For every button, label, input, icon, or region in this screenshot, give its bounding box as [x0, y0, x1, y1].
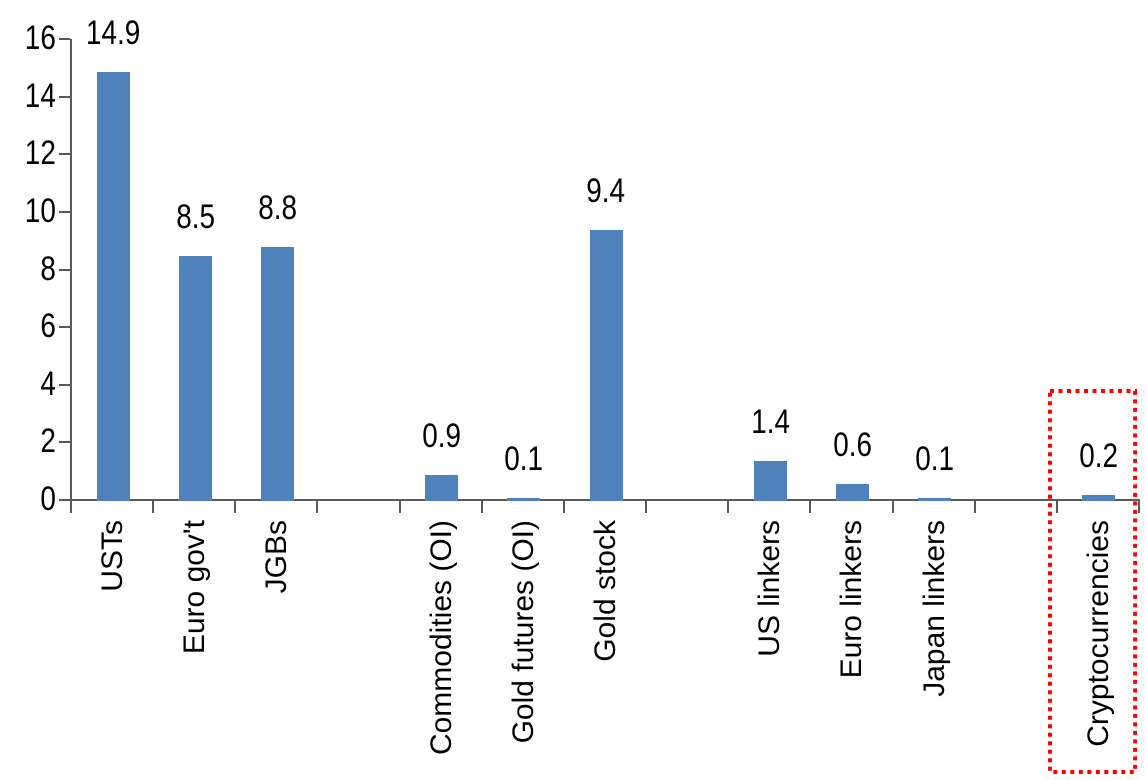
- bar-euro-gov-t: [178, 256, 212, 501]
- y-tick-text: 10: [24, 191, 56, 230]
- y-tick-label: 4: [0, 367, 56, 401]
- category-label: USTs: [96, 520, 130, 592]
- x-tick-mark: [645, 501, 648, 513]
- value-label-text: 0.1: [504, 440, 544, 479]
- x-tick-mark: [891, 501, 894, 513]
- category-label: US linkers: [753, 520, 787, 657]
- y-tick-mark: [59, 441, 70, 444]
- category-label: Commodities (OI): [424, 520, 458, 756]
- x-tick-mark: [973, 501, 976, 513]
- y-tick-label: 16: [0, 21, 56, 55]
- value-label-text: 8.5: [175, 198, 215, 237]
- y-tick-label: 8: [0, 252, 56, 286]
- x-tick-mark: [316, 501, 319, 513]
- category-label: Cryptocurrencies: [1081, 520, 1115, 747]
- x-tick-mark: [809, 501, 812, 513]
- bar-gold-futures-oi-: [507, 498, 541, 501]
- y-tick-label: 2: [0, 424, 56, 458]
- value-label-text: 0.6: [833, 425, 872, 464]
- value-label-text: 0.2: [1079, 437, 1119, 476]
- value-label: 9.4: [546, 174, 666, 208]
- value-label: 8.5: [135, 200, 255, 234]
- y-tick-text: 2: [40, 422, 56, 461]
- y-tick-mark: [59, 210, 70, 213]
- y-tick-text: 14: [24, 76, 56, 115]
- y-tick-text: 4: [40, 364, 56, 403]
- value-label: 0.9: [382, 419, 502, 453]
- y-tick-text: 0: [40, 480, 56, 518]
- bar-us-linkers: [753, 460, 787, 501]
- value-label-text: 8.8: [257, 189, 297, 228]
- category-label: Gold futures (OI): [506, 520, 540, 744]
- y-tick-mark: [59, 153, 70, 156]
- x-tick-mark: [1055, 501, 1058, 513]
- x-tick-mark: [152, 501, 155, 513]
- value-label: 8.8: [217, 191, 337, 225]
- y-tick-mark: [59, 383, 70, 386]
- y-tick-text: 6: [40, 307, 56, 346]
- category-label: Japan linkers: [917, 520, 951, 697]
- bar-usts: [96, 71, 130, 501]
- value-label-text: 0.1: [915, 440, 954, 479]
- value-label: 0.1: [464, 442, 584, 476]
- category-label: Euro linkers: [835, 520, 869, 679]
- y-tick-mark: [59, 268, 70, 271]
- bar-cryptocurrencies: [1082, 495, 1116, 501]
- bar-euro-linkers: [835, 483, 869, 501]
- value-label: 14.9: [53, 16, 173, 50]
- value-label-text: 1.4: [750, 402, 790, 441]
- bar-jgbs: [260, 247, 294, 501]
- y-tick-mark: [59, 326, 70, 329]
- y-tick-mark: [59, 38, 70, 40]
- value-label-text: 0.9: [422, 417, 462, 456]
- y-axis-line: [70, 39, 72, 513]
- category-label: Gold stock: [589, 520, 622, 662]
- value-label-text: 14.9: [85, 13, 141, 52]
- x-tick-mark: [70, 501, 72, 513]
- y-tick-mark: [59, 499, 70, 501]
- bar-commodities-oi-: [425, 475, 459, 501]
- y-tick-label: 12: [0, 136, 56, 170]
- value-label: 0.1: [875, 442, 995, 476]
- y-tick-text: 16: [24, 19, 56, 57]
- x-tick-mark: [727, 501, 730, 513]
- category-label: Euro gov't: [178, 520, 212, 655]
- value-label: 0.2: [1039, 439, 1146, 473]
- y-tick-text: 12: [24, 134, 56, 173]
- y-tick-mark: [59, 95, 70, 98]
- y-tick-label: 10: [0, 194, 56, 228]
- x-tick-mark: [1138, 501, 1140, 513]
- y-tick-label: 0: [0, 482, 56, 516]
- x-tick-mark: [398, 501, 401, 513]
- y-tick-label: 6: [0, 309, 56, 343]
- x-tick-mark: [480, 501, 483, 513]
- bar-japan-linkers: [918, 498, 952, 501]
- category-label: JGBs: [260, 520, 294, 594]
- x-tick-mark: [562, 501, 565, 513]
- bar-gold-stock: [589, 230, 623, 501]
- value-label: 1.4: [710, 405, 830, 439]
- x-tick-mark: [234, 501, 237, 513]
- y-tick-label: 14: [0, 79, 56, 113]
- value-label: 0.6: [792, 428, 912, 462]
- y-tick-text: 8: [40, 249, 56, 288]
- value-label-text: 9.4: [586, 172, 626, 211]
